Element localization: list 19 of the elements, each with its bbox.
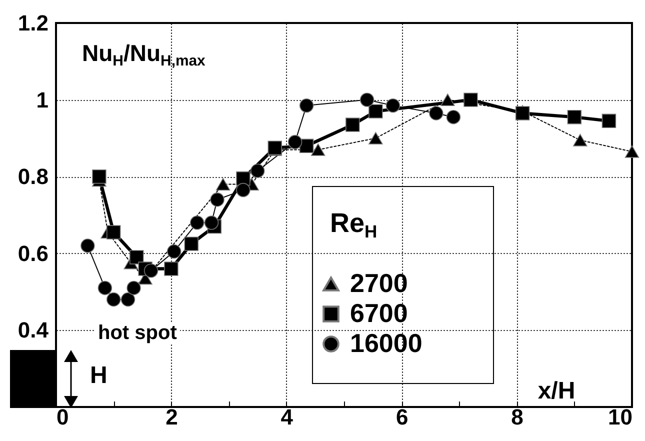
y-axis-title: Nu$_{H}$/Nu$_{H,max}$ <box>82 40 206 70</box>
annotation: hot spot <box>95 322 180 344</box>
x-tick-label: 6 <box>396 404 408 430</box>
y-tick-label: 0.4 <box>18 318 50 343</box>
legend-label: 6700 <box>350 298 408 328</box>
x-tick-label: 2 <box>166 404 178 430</box>
y-tick-label: 0.8 <box>18 164 48 190</box>
x-axis-title: x/H <box>538 378 576 404</box>
annotation: H <box>90 362 108 389</box>
y-tick-label: 0.6 <box>18 240 48 266</box>
x-tick-label: 0 <box>56 404 69 430</box>
x-tick-label: 8 <box>511 404 524 430</box>
legend-title: Re$_{H}$ <box>330 208 378 242</box>
x-tick-label: 10 <box>608 404 632 430</box>
y-tick-label: 1 <box>36 87 48 112</box>
legend-label: 16000 <box>350 328 422 358</box>
y-tick-label: 1.2 <box>18 10 48 36</box>
legend-label: 2700 <box>350 268 408 298</box>
x-tick-label: 4 <box>280 404 294 430</box>
